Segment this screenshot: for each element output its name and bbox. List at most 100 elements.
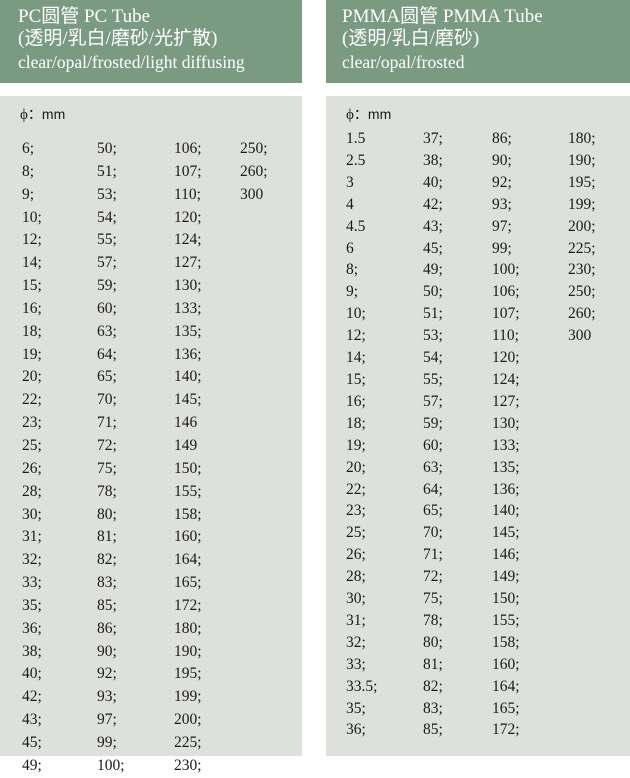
size-value: 83; xyxy=(97,574,117,592)
size-value: 78; xyxy=(423,611,443,629)
pc-column-4: 250; 260; 300 xyxy=(240,138,268,207)
pmma-types: clear/opal/frosted xyxy=(342,52,465,72)
size-value: 300 xyxy=(568,327,592,345)
size-value: 199; xyxy=(174,688,202,706)
size-value: 35; xyxy=(346,699,366,717)
size-value: 199; xyxy=(568,195,596,213)
size-value: 64; xyxy=(97,345,117,363)
size-value: 63; xyxy=(97,322,117,340)
size-value: 172; xyxy=(492,721,520,739)
size-value: 9; xyxy=(22,185,35,203)
size-value: 106; xyxy=(174,140,202,157)
pmma-unit-label: ϕ：mm xyxy=(346,104,391,124)
size-value: 2.5 xyxy=(346,151,366,169)
size-value: 70; xyxy=(97,391,117,409)
pmma-tube-panel: PMMA圆管 PMMA Tube (透明/乳白/磨砂) clear/opal/f… xyxy=(326,0,630,756)
size-value: 110; xyxy=(174,185,201,203)
size-value: 260; xyxy=(240,162,268,180)
size-value: 20; xyxy=(346,458,366,476)
size-value: 81; xyxy=(97,528,117,546)
size-value: 51; xyxy=(97,162,117,180)
size-value: 33; xyxy=(346,655,366,673)
size-value: 12; xyxy=(346,327,366,345)
size-value: 149; xyxy=(492,568,520,586)
size-value: 100; xyxy=(97,756,125,774)
size-value: 150; xyxy=(492,590,520,608)
size-value: 86; xyxy=(97,619,117,637)
size-value: 136; xyxy=(174,345,202,363)
size-value: 81; xyxy=(423,655,443,673)
size-value: 127; xyxy=(492,392,520,410)
size-value: 60; xyxy=(423,436,443,454)
pc-types: clear/opal/frosted/light diffusing xyxy=(18,52,245,72)
size-value: 36; xyxy=(22,619,42,637)
size-value: 26; xyxy=(346,546,366,564)
pc-header: PC圆管 PC Tube (透明/乳白/磨砂/光扩散) clear/opal/f… xyxy=(0,0,302,83)
pmma-column-3: 86; 90; 92; 93; 97; 99; 100; 106; 107; 110; 120; 12… xyxy=(492,128,520,741)
size-value: 99; xyxy=(97,733,117,751)
size-value: 190; xyxy=(568,151,596,169)
size-value: 230; xyxy=(174,756,202,774)
size-value: 8; xyxy=(346,261,359,279)
size-value: 16; xyxy=(22,299,42,317)
size-value: 90; xyxy=(492,151,512,169)
size-value: 158; xyxy=(174,505,202,523)
size-value: 20; xyxy=(22,368,42,386)
size-value: 26; xyxy=(22,459,42,477)
size-value: 33; xyxy=(22,574,42,592)
size-value: 83; xyxy=(423,699,443,717)
size-value: 140; xyxy=(174,368,202,386)
size-value: 38; xyxy=(22,642,42,660)
size-value: 18; xyxy=(346,414,366,432)
size-value: 38; xyxy=(423,151,443,169)
size-value: 165; xyxy=(492,699,520,717)
size-value: 55; xyxy=(97,231,117,249)
size-value: 120; xyxy=(492,349,520,367)
size-value: 40; xyxy=(423,173,443,191)
size-value: 71; xyxy=(97,414,117,432)
size-value: 57; xyxy=(97,254,117,272)
size-value: 64; xyxy=(423,480,443,498)
size-value: 55; xyxy=(423,370,443,388)
size-value: 22; xyxy=(22,391,42,409)
size-value: 124; xyxy=(492,370,520,388)
size-value: 42; xyxy=(423,195,443,213)
size-value: 133; xyxy=(492,436,520,454)
size-value: 31; xyxy=(346,611,366,629)
size-value: 53; xyxy=(423,327,443,345)
size-value: 130; xyxy=(492,414,520,432)
size-value: 180; xyxy=(568,130,596,147)
size-value: 3 xyxy=(346,173,354,191)
size-value: 225; xyxy=(568,239,596,257)
pc-column-1: 6; 8; 9; 10; 12; 14; 15; 16; 18; 19; 20; 22; 23; 25; 2… xyxy=(22,138,42,778)
size-value: 158; xyxy=(492,633,520,651)
size-value: 45; xyxy=(22,733,42,751)
size-value: 16; xyxy=(346,392,366,410)
pmma-column-2: 37; 38; 40; 42; 43; 45; 49; 50; 51; 53; 54; 55; 57; 5… xyxy=(423,128,443,741)
size-value: 190; xyxy=(174,642,202,660)
size-value: 149 xyxy=(174,436,198,454)
size-value: 37; xyxy=(423,130,443,147)
size-value: 78; xyxy=(97,482,117,500)
pc-column-3: 106; 107; 110; 120; 124; 127; 130; 133; 135; 136;… xyxy=(174,138,202,778)
size-value: 70; xyxy=(423,524,443,542)
size-value: 155; xyxy=(174,482,202,500)
size-value: 51; xyxy=(423,305,443,323)
size-value: 40; xyxy=(22,665,42,683)
size-value: 36; xyxy=(346,721,366,739)
pmma-subtitle: (透明/乳白/磨砂) xyxy=(342,28,480,49)
size-value: 97; xyxy=(492,217,512,235)
size-value: 135; xyxy=(174,322,202,340)
size-value: 97; xyxy=(97,711,117,729)
size-value: 140; xyxy=(492,502,520,520)
size-value: 43; xyxy=(423,217,443,235)
pc-unit-label: ϕ：mm xyxy=(20,104,65,124)
size-value: 42; xyxy=(22,688,42,706)
size-value: 50; xyxy=(423,283,443,301)
size-value: 10; xyxy=(346,305,366,323)
size-value: 130; xyxy=(174,277,202,295)
size-value: 1.5 xyxy=(346,130,366,147)
size-value: 160; xyxy=(492,655,520,673)
size-value: 15; xyxy=(346,370,366,388)
size-value: 6; xyxy=(22,140,35,157)
